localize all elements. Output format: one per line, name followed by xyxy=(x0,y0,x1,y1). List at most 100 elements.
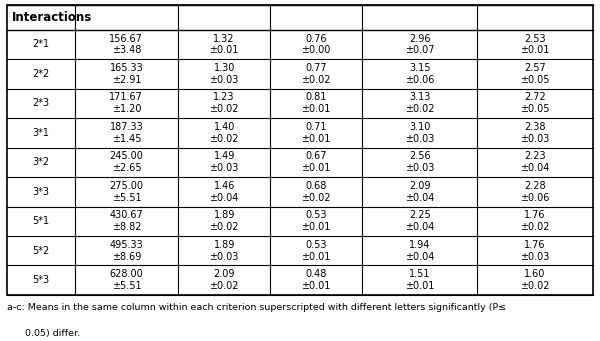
Text: ±0.01: ±0.01 xyxy=(301,104,331,114)
Text: ±0.01: ±0.01 xyxy=(301,252,331,262)
Text: 2.57: 2.57 xyxy=(524,63,546,73)
Text: 0.05) differ.: 0.05) differ. xyxy=(7,329,80,338)
Text: 1.32: 1.32 xyxy=(214,33,235,44)
Text: 245.00: 245.00 xyxy=(109,151,143,161)
Text: ±0.03: ±0.03 xyxy=(405,163,434,173)
Text: ±0.04: ±0.04 xyxy=(520,163,550,173)
Text: 1.40: 1.40 xyxy=(214,122,235,132)
Text: 3.15: 3.15 xyxy=(409,63,431,73)
Text: ±0.02: ±0.02 xyxy=(209,104,239,114)
Bar xyxy=(7,5,593,295)
Text: 2.25: 2.25 xyxy=(409,210,431,220)
Text: ±0.07: ±0.07 xyxy=(405,45,434,55)
Text: ±0.05: ±0.05 xyxy=(520,75,550,85)
Text: ±0.06: ±0.06 xyxy=(405,75,434,85)
Text: 0.77: 0.77 xyxy=(305,63,327,73)
Text: ±0.03: ±0.03 xyxy=(520,252,550,262)
Text: 0.71: 0.71 xyxy=(305,122,327,132)
Text: ±0.02: ±0.02 xyxy=(209,134,239,144)
Text: ±0.01: ±0.01 xyxy=(520,45,550,55)
Text: ±0.02: ±0.02 xyxy=(209,222,239,232)
Text: 0.67: 0.67 xyxy=(305,151,327,161)
Text: ±0.01: ±0.01 xyxy=(209,45,239,55)
Text: 1.60: 1.60 xyxy=(524,269,546,279)
Text: 1.49: 1.49 xyxy=(214,151,235,161)
Text: ±1.45: ±1.45 xyxy=(112,134,141,144)
Text: 0.53: 0.53 xyxy=(305,210,327,220)
Text: 0.53: 0.53 xyxy=(305,240,327,250)
Text: ±0.03: ±0.03 xyxy=(209,163,239,173)
Text: ±2.91: ±2.91 xyxy=(112,75,141,85)
Text: ±0.03: ±0.03 xyxy=(209,252,239,262)
Text: ±5.51: ±5.51 xyxy=(112,193,141,203)
Text: ±0.02: ±0.02 xyxy=(209,281,239,291)
Text: ±0.06: ±0.06 xyxy=(520,193,550,203)
Text: ±2.65: ±2.65 xyxy=(112,163,141,173)
Text: ±0.02: ±0.02 xyxy=(301,75,331,85)
Text: ±0.03: ±0.03 xyxy=(405,134,434,144)
Text: 0.68: 0.68 xyxy=(305,181,327,191)
Text: 171.67: 171.67 xyxy=(109,92,143,102)
Text: ±0.02: ±0.02 xyxy=(301,193,331,203)
Text: ±8.69: ±8.69 xyxy=(112,252,141,262)
Text: 165.33: 165.33 xyxy=(109,63,143,73)
Text: ±0.02: ±0.02 xyxy=(520,222,550,232)
Text: 1.89: 1.89 xyxy=(214,210,235,220)
Text: 628.00: 628.00 xyxy=(109,269,143,279)
Text: 3.10: 3.10 xyxy=(409,122,430,132)
Text: 1.94: 1.94 xyxy=(409,240,430,250)
Text: ±0.02: ±0.02 xyxy=(520,281,550,291)
Text: ±0.04: ±0.04 xyxy=(209,193,239,203)
Text: a-c: Means in the same column within each criterion superscripted with different: a-c: Means in the same column within eac… xyxy=(7,303,506,312)
Text: ±1.20: ±1.20 xyxy=(112,104,141,114)
Text: 3*1: 3*1 xyxy=(32,128,49,138)
Text: 2*3: 2*3 xyxy=(32,98,49,108)
Text: ±0.04: ±0.04 xyxy=(405,193,434,203)
Text: 3.13: 3.13 xyxy=(409,92,430,102)
Text: ±0.02: ±0.02 xyxy=(405,104,434,114)
Text: ±8.82: ±8.82 xyxy=(112,222,141,232)
Text: 495.33: 495.33 xyxy=(109,240,143,250)
Text: 5*1: 5*1 xyxy=(32,216,49,226)
Text: Interactions: Interactions xyxy=(12,11,92,24)
Text: 187.33: 187.33 xyxy=(109,122,143,132)
Text: ±0.03: ±0.03 xyxy=(520,134,550,144)
Text: 0.81: 0.81 xyxy=(305,92,327,102)
Text: 275.00: 275.00 xyxy=(109,181,143,191)
Text: 5*3: 5*3 xyxy=(32,275,49,285)
Text: 2.09: 2.09 xyxy=(214,269,235,279)
Text: ±0.01: ±0.01 xyxy=(301,134,331,144)
Text: ±0.04: ±0.04 xyxy=(405,222,434,232)
Text: 3*3: 3*3 xyxy=(32,187,49,197)
Text: 1.30: 1.30 xyxy=(214,63,235,73)
Text: 156.67: 156.67 xyxy=(109,33,143,44)
Text: ±0.05: ±0.05 xyxy=(520,104,550,114)
Text: ±0.04: ±0.04 xyxy=(405,252,434,262)
Text: 2.72: 2.72 xyxy=(524,92,546,102)
Text: ±0.01: ±0.01 xyxy=(301,281,331,291)
Text: 2.09: 2.09 xyxy=(409,181,431,191)
Text: ±0.00: ±0.00 xyxy=(301,45,331,55)
Text: ±5.51: ±5.51 xyxy=(112,281,141,291)
Text: ±3.48: ±3.48 xyxy=(112,45,141,55)
Text: 2*2: 2*2 xyxy=(32,69,49,79)
Text: ±0.01: ±0.01 xyxy=(301,163,331,173)
Text: 2.23: 2.23 xyxy=(524,151,546,161)
Text: 5*2: 5*2 xyxy=(32,246,49,256)
Text: 1.89: 1.89 xyxy=(214,240,235,250)
Text: ±0.01: ±0.01 xyxy=(405,281,434,291)
Text: 1.76: 1.76 xyxy=(524,210,546,220)
Text: 1.46: 1.46 xyxy=(214,181,235,191)
Text: 2.28: 2.28 xyxy=(524,181,546,191)
Text: ±0.01: ±0.01 xyxy=(301,222,331,232)
Text: 2*1: 2*1 xyxy=(32,40,49,49)
Text: 2.56: 2.56 xyxy=(409,151,431,161)
Text: 430.67: 430.67 xyxy=(109,210,143,220)
Text: 2.53: 2.53 xyxy=(524,33,546,44)
Text: 3*2: 3*2 xyxy=(32,157,49,167)
Text: 0.76: 0.76 xyxy=(305,33,327,44)
Text: ±0.03: ±0.03 xyxy=(209,75,239,85)
Text: 2.96: 2.96 xyxy=(409,33,431,44)
Text: 1.51: 1.51 xyxy=(409,269,431,279)
Text: 0.48: 0.48 xyxy=(305,269,327,279)
